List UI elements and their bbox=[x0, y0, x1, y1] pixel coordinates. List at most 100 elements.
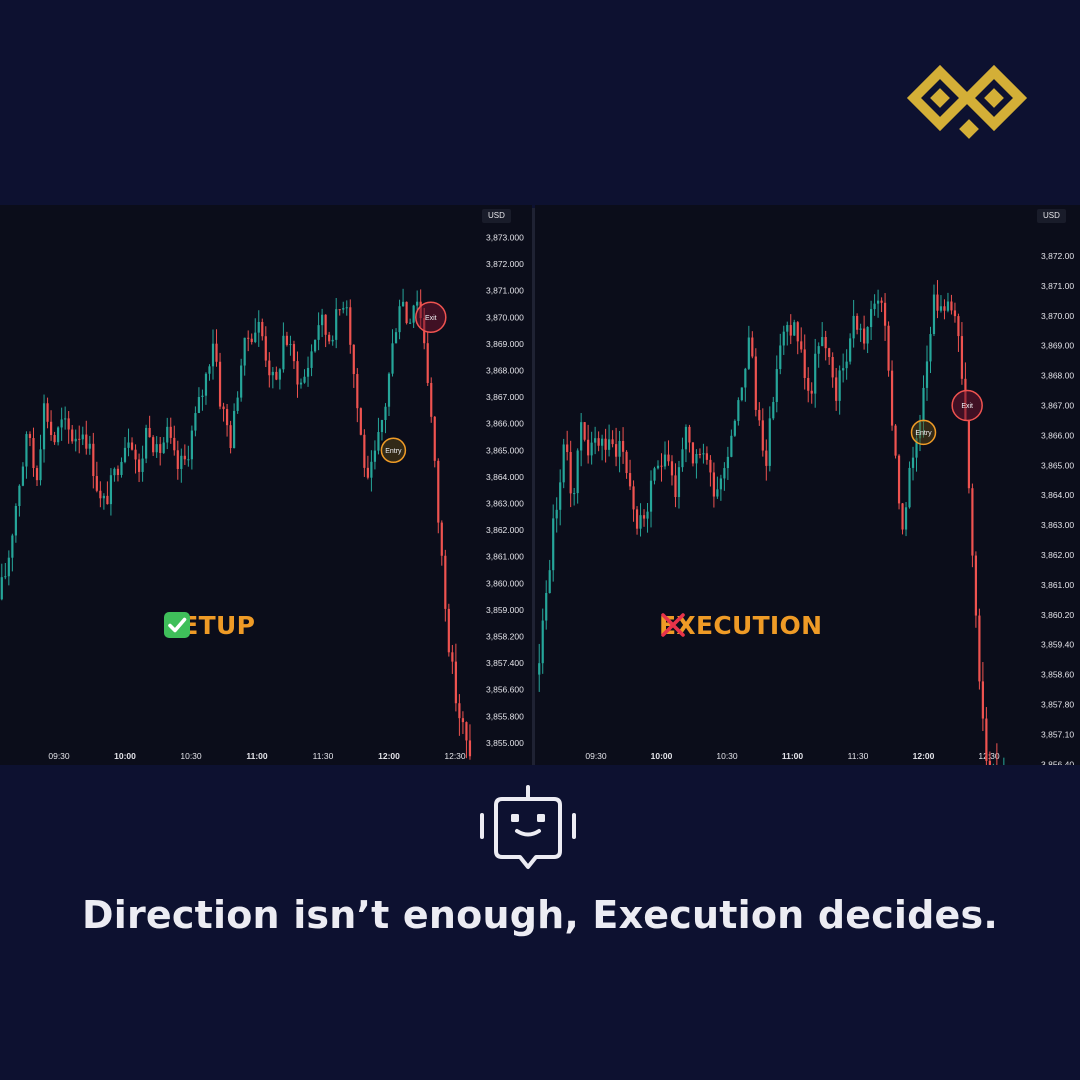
candle-body bbox=[169, 426, 172, 438]
candle-body bbox=[0, 577, 3, 600]
y-tick-label: 3,863.000 bbox=[486, 499, 524, 509]
candle-body bbox=[590, 442, 593, 456]
candle-body bbox=[201, 395, 204, 398]
chart-background bbox=[0, 205, 532, 765]
execution-label: EXECUTION bbox=[659, 611, 830, 640]
candle-body bbox=[141, 458, 144, 472]
candles bbox=[0, 288, 472, 760]
y-tick-label: 3,864.00 bbox=[1041, 490, 1074, 500]
x-tick-label: 10:30 bbox=[180, 751, 202, 761]
candle-body bbox=[538, 663, 541, 675]
candle-body bbox=[768, 418, 771, 466]
candle-body bbox=[835, 377, 838, 401]
candle-body bbox=[688, 426, 691, 443]
candle-body bbox=[95, 476, 98, 491]
x-tick-label: 12:30 bbox=[444, 751, 466, 761]
candle-body bbox=[88, 443, 91, 449]
candle-body bbox=[639, 515, 642, 529]
candle-body bbox=[173, 437, 176, 451]
y-tick-label: 3,868.000 bbox=[486, 366, 524, 376]
candle-body bbox=[562, 444, 565, 483]
candle-body bbox=[863, 328, 866, 344]
candle-body bbox=[978, 615, 981, 682]
candle-body bbox=[275, 371, 278, 380]
exit-marker bbox=[951, 389, 983, 422]
candle-body bbox=[908, 467, 911, 508]
candle-body bbox=[849, 338, 852, 362]
x-tick-label: 12:30 bbox=[978, 751, 1000, 761]
y-tick-label: 3,861.000 bbox=[486, 552, 524, 562]
y-tick-label: 3,868.00 bbox=[1041, 371, 1074, 381]
candle-body bbox=[296, 361, 299, 385]
x-tick-label: 12:00 bbox=[913, 751, 935, 761]
candle-body bbox=[222, 406, 225, 410]
candle-body bbox=[57, 427, 60, 443]
candle-body bbox=[370, 461, 373, 478]
candle-body bbox=[758, 409, 761, 421]
candle-body bbox=[691, 442, 695, 464]
candle-body bbox=[960, 336, 964, 379]
candle-body bbox=[663, 454, 667, 467]
candle-body bbox=[240, 365, 243, 398]
candle-body bbox=[335, 309, 338, 340]
candle-body bbox=[873, 303, 876, 310]
candle-body bbox=[576, 450, 579, 494]
candle-body bbox=[310, 351, 313, 368]
candle-body bbox=[789, 325, 792, 336]
candle-body bbox=[180, 455, 183, 469]
y-tick-label: 3,859.40 bbox=[1041, 640, 1074, 650]
candle-body bbox=[67, 418, 70, 430]
candle-body bbox=[681, 449, 684, 468]
candle-body bbox=[268, 360, 271, 376]
candle-body bbox=[254, 332, 257, 343]
candle-body bbox=[458, 703, 461, 719]
candle-body bbox=[387, 373, 391, 407]
x-tick-label: 11:00 bbox=[246, 751, 268, 761]
candle-body bbox=[85, 434, 88, 449]
candle-body bbox=[64, 418, 67, 420]
candle-body bbox=[953, 310, 957, 317]
candle-body bbox=[342, 308, 345, 310]
y-tick-label: 3,871.000 bbox=[486, 286, 524, 296]
candle-body bbox=[712, 472, 715, 497]
candle-body bbox=[152, 437, 155, 453]
candle-body bbox=[814, 353, 817, 394]
candle-body bbox=[317, 325, 320, 340]
candle-body bbox=[765, 450, 768, 466]
candle-body bbox=[444, 555, 447, 609]
exit-label: Exit bbox=[961, 403, 973, 410]
candle-body bbox=[285, 335, 289, 345]
candle-body bbox=[130, 442, 134, 450]
candle-body bbox=[282, 335, 285, 370]
candle-body bbox=[148, 427, 151, 438]
candle-body bbox=[21, 466, 25, 486]
candle-body bbox=[384, 406, 387, 421]
y-tick-label: 3,862.00 bbox=[1041, 550, 1074, 560]
candle-body bbox=[817, 346, 820, 354]
candle-body bbox=[187, 459, 190, 461]
candle-body bbox=[35, 468, 39, 481]
candle-body bbox=[597, 438, 600, 446]
exit-label: Exit bbox=[425, 315, 437, 322]
candle-body bbox=[807, 377, 810, 391]
candle-body bbox=[838, 370, 841, 401]
candle-body bbox=[4, 576, 7, 578]
candle-body bbox=[559, 482, 562, 510]
candle-body bbox=[243, 337, 246, 366]
candle-body bbox=[338, 309, 341, 311]
candle-body bbox=[911, 457, 915, 468]
candle-body bbox=[733, 420, 736, 436]
currency-badge: USD bbox=[1037, 209, 1066, 223]
y-tick-label: 3,867.000 bbox=[486, 392, 524, 402]
candle-body bbox=[856, 315, 859, 330]
candle-body bbox=[950, 301, 953, 311]
chart-background bbox=[535, 205, 1080, 765]
setup-candlestick-chart: 3,873.000 3,872.000 3,871.000 3,870.000 3,86… bbox=[0, 205, 532, 765]
candle-body bbox=[454, 661, 457, 704]
candle-body bbox=[552, 518, 555, 571]
candle-body bbox=[726, 456, 729, 469]
candle-body bbox=[127, 442, 130, 448]
x-tick-label: 12:00 bbox=[378, 751, 400, 761]
candle-body bbox=[981, 681, 984, 719]
candle-body bbox=[183, 455, 186, 460]
